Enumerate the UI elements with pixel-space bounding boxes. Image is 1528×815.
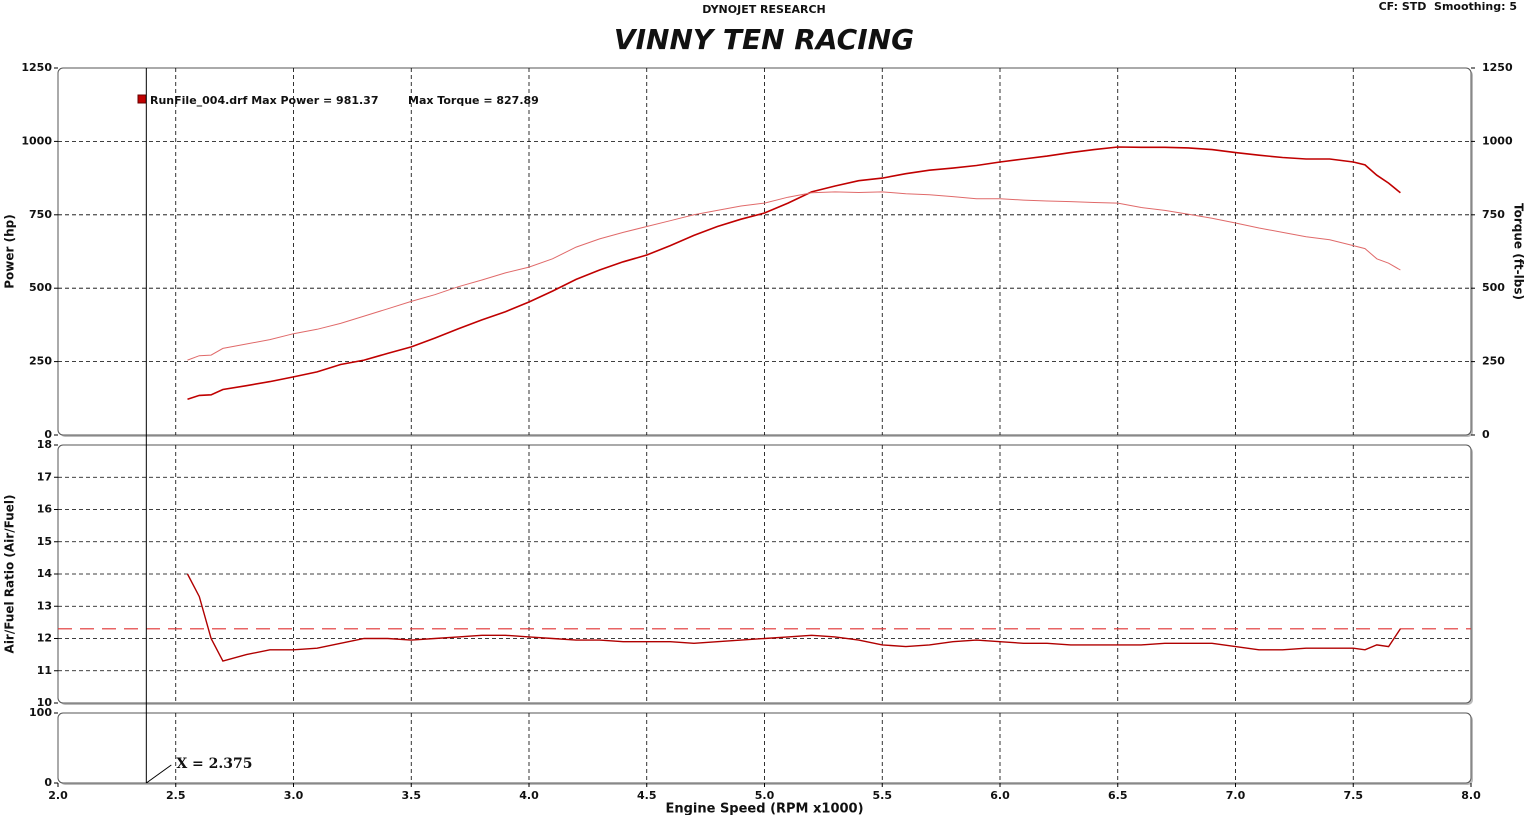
x-tick-label: 7.0 (1226, 789, 1246, 802)
y-tick-label: 15 (37, 535, 52, 548)
y2-axis-label: Torque (ft-lbs) (1512, 203, 1526, 300)
y-tick-label: 12 (37, 632, 52, 645)
y-axis-label: Air/Fuel Ratio (Air/Fuel) (3, 495, 17, 654)
y-tick-label: 250 (29, 355, 52, 368)
x-axis-label: Engine Speed (RPM x1000) (665, 802, 863, 815)
y-tick-label: 17 (37, 470, 52, 483)
y-axis-label: Power (hp) (3, 214, 17, 288)
y2-tick-label: 250 (1482, 355, 1505, 368)
x-tick-label: 6.5 (1108, 789, 1128, 802)
x-tick-label: 6.0 (990, 789, 1010, 802)
y-tick-label: 500 (29, 281, 52, 294)
y-tick-label: 1250 (21, 61, 52, 74)
y-tick-label: 18 (37, 438, 52, 451)
title: VINNY TEN RACING (614, 23, 914, 56)
y-tick-label: 13 (37, 599, 52, 612)
y-tick-label: 11 (37, 664, 52, 677)
cursor-pointer (146, 764, 172, 784)
y2-tick-label: 1250 (1482, 61, 1513, 74)
cursor-label: X = 2.375 (176, 756, 252, 772)
x-tick-label: 4.5 (637, 789, 657, 802)
x-tick-label: 3.0 (284, 789, 304, 802)
x-tick-label: 8.0 (1461, 789, 1481, 802)
y-tick-label: 0 (44, 428, 52, 441)
x-tick-label: 5.5 (873, 789, 893, 802)
y2-tick-label: 750 (1482, 208, 1505, 221)
y-tick-label: 0 (44, 776, 52, 789)
y-tick-label: 1000 (21, 134, 52, 147)
x-tick-label: 5.0 (755, 789, 775, 802)
x-tick-label: 2.0 (48, 789, 68, 802)
series-line (187, 191, 1401, 361)
series-line (187, 146, 1401, 400)
y-tick-label: 16 (37, 503, 53, 516)
y2-tick-label: 0 (1482, 428, 1490, 441)
x-tick-label: 2.5 (166, 789, 186, 802)
y2-tick-label: 1000 (1482, 134, 1513, 147)
y-tick-label: 100 (29, 706, 52, 719)
legend-text: Max Torque = 827.89 (408, 94, 539, 107)
y-tick-label: 14 (37, 567, 53, 580)
x-tick-label: 3.5 (402, 789, 422, 802)
y-tick-label: 750 (29, 208, 52, 221)
x-tick-label: 4.0 (519, 789, 539, 802)
settings: CF: STD Smoothing: 5 (1379, 0, 1517, 13)
brand: DYNOJET RESEARCH (702, 3, 825, 16)
series-line (186, 573, 1401, 662)
x-tick-label: 7.5 (1344, 789, 1364, 802)
y-tick-label: 10 (37, 696, 53, 709)
legend-text: RunFile_004.drf Max Power = 981.37 (150, 94, 379, 107)
y2-tick-label: 500 (1482, 281, 1505, 294)
legend-swatch (137, 94, 147, 104)
